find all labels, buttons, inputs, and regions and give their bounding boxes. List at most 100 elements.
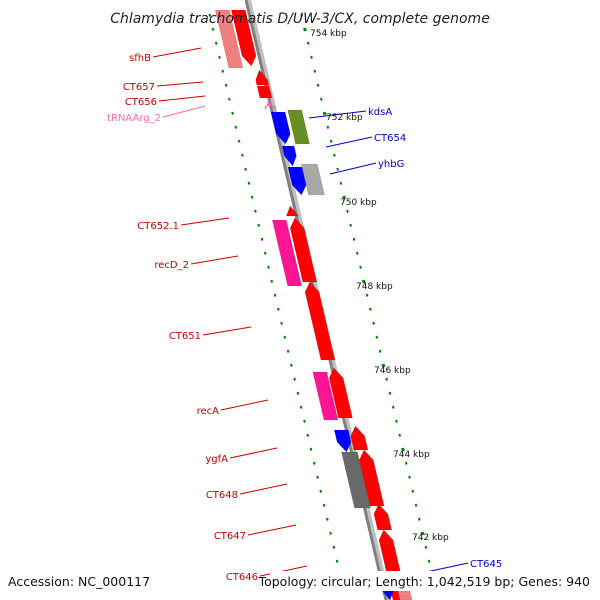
right-tick-mark [401, 447, 405, 452]
gene-recd2-partner [271, 219, 303, 287]
genome-summary: Topology: circular; Length: 1,042,519 bp… [258, 574, 590, 589]
right-tick-mark [395, 419, 398, 423]
left-tick-mark [329, 531, 332, 535]
left-tick-mark [254, 209, 257, 213]
right-tick-mark [352, 237, 356, 241]
right-tick-mark [300, 13, 304, 17]
gene-label-kdsa: kdsA [368, 107, 392, 118]
right-tick-mark [336, 167, 340, 171]
gene-ct652-1 [285, 205, 300, 217]
gene-features [214, 9, 413, 600]
right-tick-mark [332, 153, 336, 157]
scale-label: 752 kbp [326, 113, 363, 123]
scale-label: 750 kbp [340, 198, 377, 208]
left-tick-mark [276, 307, 280, 311]
right-tick-mark [368, 307, 372, 311]
accession-label: Accession: NC_000117 [8, 574, 150, 589]
right-tick-mark [339, 181, 343, 185]
left-tick-mark [306, 433, 310, 437]
right-tick-mark [349, 223, 353, 227]
right-tick-mark [417, 517, 421, 521]
right-tick-mark [408, 475, 411, 479]
gene-ct651 [304, 281, 336, 361]
right-tick-mark [361, 279, 366, 284]
left-tick-mark [312, 461, 316, 465]
left-tick-mark [293, 377, 297, 381]
right-tick-mark [388, 391, 392, 395]
label-leader-line [247, 524, 297, 536]
right-tick-mark [322, 111, 327, 116]
scale-label: 748 kbp [356, 282, 393, 292]
right-tick-mark [375, 335, 379, 339]
gene-reca-partner [312, 371, 339, 421]
left-tick-mark [234, 125, 238, 129]
right-tick-mark [359, 265, 362, 269]
tick-guides [208, 13, 438, 591]
scale-label: 754 kbp [310, 29, 347, 39]
left-tick-mark [244, 167, 248, 171]
gene-kdsa [287, 109, 310, 145]
left-tick-mark [214, 41, 218, 45]
map-title: Chlamydia trachomatis D/UW-3/CX, complet… [110, 11, 490, 27]
gene-label-ct652-1: CT652.1 [137, 221, 179, 232]
gene-trnaarg2 [264, 99, 276, 111]
right-tick-mark [316, 83, 320, 87]
left-tick-mark [296, 391, 300, 395]
right-tick-mark [398, 433, 402, 437]
label-leader-line [152, 47, 202, 58]
label-leader-line [239, 483, 288, 495]
left-tick-mark [332, 545, 336, 549]
gene-label-ct651: CT651 [169, 331, 201, 342]
gene-ct647 [373, 503, 393, 531]
label-leader-line [308, 110, 367, 119]
gene-yhbg [300, 163, 325, 196]
left-tick-mark [208, 13, 212, 17]
left-tick-mark [263, 251, 267, 255]
label-leader-line [156, 81, 204, 87]
left-tick-mark [319, 489, 323, 493]
right-tick-mark [329, 139, 333, 143]
scale-label: 742 kbp [412, 533, 449, 543]
left-tick-mark [322, 503, 326, 507]
gene-label-ygfa: ygfA [205, 454, 228, 465]
label-leader-line [229, 447, 278, 459]
label-leader-line [162, 105, 206, 118]
right-tick-mark [310, 55, 313, 59]
gene-label-yhbg: yhbG [378, 159, 404, 170]
right-tick-mark [391, 405, 395, 409]
gene-label-reca: recA [197, 406, 220, 417]
gene-ct654-tail [281, 145, 297, 167]
scale-label: 744 kbp [393, 450, 430, 460]
left-tick-mark [227, 97, 231, 101]
gene-ygfa-partner [350, 425, 369, 451]
left-tick-mark [221, 69, 225, 73]
label-leader-line [190, 255, 239, 265]
gene-ct648-partner [358, 449, 385, 507]
label-leader-line [158, 95, 206, 102]
right-tick-mark [303, 27, 307, 32]
left-tick-mark [299, 405, 303, 409]
right-tick-mark [385, 377, 389, 381]
gene-ct648 [341, 451, 371, 509]
gene-label-ct645: CT645 [470, 559, 502, 570]
gene-label-ct657: CT657 [123, 82, 155, 93]
gene-label-sfhb: sfhB [129, 53, 151, 64]
left-tick-mark [240, 153, 244, 157]
right-tick-mark [365, 293, 369, 297]
gene-label-ct648: CT648 [206, 490, 238, 501]
right-tick-mark [404, 461, 408, 465]
right-tick-mark [326, 125, 330, 129]
gene-label-ct646: CT646 [226, 572, 258, 583]
gene-label-ct654: CT654 [374, 133, 406, 144]
left-tick-mark [257, 223, 261, 227]
left-tick-mark [231, 111, 234, 115]
right-tick-mark [424, 545, 428, 549]
gene-reca [328, 367, 353, 419]
label-layer: 754 kbp 752 kbp 750 kbp 748 kbp 746 kbp … [107, 29, 502, 583]
gene-yhbg-partner [287, 166, 307, 196]
left-tick-mark [303, 419, 306, 423]
gene-ct656 [256, 85, 273, 99]
right-tick-mark [346, 209, 349, 213]
left-tick-mark [270, 279, 274, 283]
